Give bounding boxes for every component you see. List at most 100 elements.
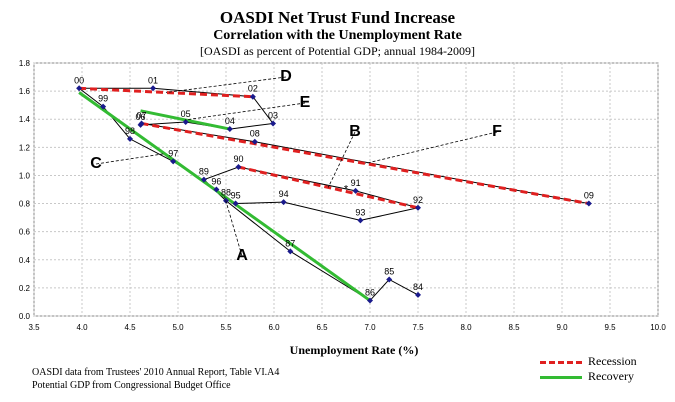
data-label-08: 08 [250, 129, 260, 139]
data-label-85: 85 [384, 266, 394, 276]
data-point-08 [251, 138, 258, 145]
callout-c: C [90, 155, 102, 172]
chart-subtitle-detail: [OASDI as percent of Potential GDP; annu… [200, 44, 475, 58]
data-label-93: 93 [355, 207, 365, 217]
y-tick-label: 0.8 [19, 200, 31, 209]
data-label-04: 04 [225, 116, 235, 126]
source-note-2: Potential GDP from Congressional Budget … [32, 380, 231, 391]
data-label-00: 00 [74, 75, 84, 85]
x-tick-label: 5.5 [220, 323, 232, 332]
data-point-95 [232, 200, 239, 207]
data-point-93 [357, 217, 364, 224]
x-tick-label: 7.5 [412, 323, 424, 332]
data-point-05 [182, 119, 189, 126]
y-tick-label: 1.8 [19, 59, 31, 68]
data-label-09: 09 [584, 191, 594, 201]
x-tick-label: 7.0 [364, 323, 376, 332]
data-label-06: 06 [136, 112, 146, 122]
data-label-07: 07 [137, 110, 147, 120]
data-point-99 [100, 103, 107, 110]
chart-title: OASDI Net Trust Fund Increase [219, 8, 456, 27]
data-point-85 [386, 276, 393, 283]
data-label-87: 87 [285, 238, 295, 248]
x-tick-label: 10.0 [650, 323, 666, 332]
data-label-96: 96 [211, 177, 221, 187]
data-point-01 [150, 85, 157, 92]
data-point-98 [127, 135, 133, 142]
data-label-01: 01 [148, 75, 158, 85]
data-point-87 [287, 248, 294, 255]
data-point-92 [415, 204, 421, 211]
y-tick-label: 1.0 [19, 171, 31, 180]
data-label-88: 88 [221, 188, 231, 198]
data-point-04 [226, 126, 233, 133]
legend-item-recovery: Recovery [540, 369, 634, 384]
data-point-97 [170, 158, 177, 165]
data-label-03: 03 [268, 110, 278, 120]
x-tick-label: 9.0 [556, 323, 568, 332]
x-tick-label: 5.0 [172, 323, 184, 332]
callout-leader-b [327, 131, 356, 188]
data-label-97: 97 [168, 148, 178, 158]
data-label-89: 89 [199, 167, 209, 177]
data-label-91: 91 [351, 178, 361, 188]
y-tick-label: 0.4 [19, 256, 31, 265]
x-tick-label: 4.5 [124, 323, 136, 332]
callout-b: B [349, 123, 361, 140]
callout-a: A [236, 247, 248, 264]
x-tick-label: 8.0 [460, 323, 472, 332]
x-tick-label: 6.5 [316, 323, 328, 332]
callout-d: D [280, 68, 292, 85]
data-point-94 [280, 199, 287, 206]
x-tick-label: 3.5 [28, 323, 40, 332]
asterisk-marker: * [344, 183, 349, 195]
data-label-05: 05 [181, 109, 191, 119]
legend-label-recovery: Recovery [588, 369, 634, 383]
data-label-98: 98 [125, 126, 135, 136]
chart-subtitle: Correlation with the Unemployment Rate [213, 28, 462, 43]
legend-item-recession: Recession [540, 354, 637, 369]
data-point-07 [138, 120, 145, 127]
callout-leader-c [95, 153, 165, 165]
recession-segment-2 [141, 121, 590, 206]
data-label-84: 84 [413, 282, 423, 292]
data-point-89 [200, 176, 207, 183]
x-tick-label: 6.0 [268, 323, 280, 332]
callout-f: F [492, 123, 502, 140]
y-tick-label: 1.6 [19, 87, 31, 96]
data-label-99: 99 [98, 94, 108, 104]
data-point-09 [585, 200, 592, 207]
y-tick-label: 1.2 [19, 143, 31, 152]
data-point-02 [249, 93, 256, 100]
data-label-92: 92 [413, 195, 423, 205]
legend-swatch-recovery [540, 375, 582, 379]
y-tick-label: 0.2 [19, 284, 31, 293]
data-label-02: 02 [248, 84, 258, 94]
y-tick-label: 0.6 [19, 228, 31, 237]
callout-leader-a [224, 196, 243, 257]
legend-label-recession: Recession [588, 354, 637, 368]
data-label-90: 90 [233, 154, 243, 164]
x-tick-label: 8.5 [508, 323, 520, 332]
x-tick-label: 4.0 [76, 323, 88, 332]
data-point-86 [367, 297, 373, 304]
legend-swatch-recession [540, 360, 582, 364]
data-label-86: 86 [365, 288, 375, 298]
source-note-1: OASDI data from Trustees' 2010 Annual Re… [32, 367, 280, 378]
callout-leader-f [365, 131, 498, 164]
x-tick-label: 9.5 [604, 323, 616, 332]
y-tick-label: 1.4 [19, 115, 31, 124]
data-point-96 [213, 186, 220, 193]
plot-area [33, 62, 659, 317]
callout-e: E [300, 94, 311, 111]
callout-leader-d [165, 76, 287, 93]
data-point-90 [235, 164, 242, 171]
x-axis-label: Unemployment Rate (%) [290, 343, 419, 357]
data-point-91 [352, 187, 359, 194]
data-point-03 [270, 120, 277, 127]
data-label-95: 95 [231, 191, 241, 201]
data-point-84 [415, 291, 421, 298]
data-point-00 [76, 85, 83, 92]
y-tick-label: 0.0 [19, 312, 31, 321]
